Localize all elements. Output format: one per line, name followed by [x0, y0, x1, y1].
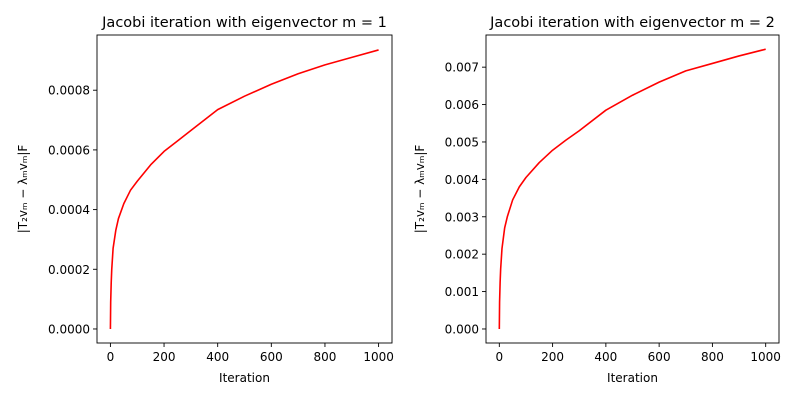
y-tick-label: 0.002 [445, 248, 479, 262]
y-tick-label: 0.000 [445, 322, 479, 336]
y-tick-label: 0.0008 [48, 84, 90, 98]
x-tick-label: 600 [648, 350, 671, 364]
x-tick-label: 400 [206, 350, 229, 364]
chart-title: Jacobi iteration with eigenvector m = 2 [489, 15, 775, 31]
y-tick-label: 0.0000 [48, 322, 90, 336]
y-axis-label: |T₂vₘ − λₘvₘ|F [413, 145, 427, 234]
plot-frame [96, 34, 393, 344]
series-line-1 [498, 48, 766, 329]
x-tick-label: 600 [260, 350, 283, 364]
y-axis-label: |T₂vₘ − λₘvₘ|F [16, 145, 30, 234]
y-tick-label: 0.004 [445, 173, 479, 187]
chart-panel-m1: 0 200 400 600 800 1000 0.0000 0.0002 0.0004 0.000… [16, 15, 394, 385]
x-tick-label: 0 [495, 350, 503, 364]
series-line-1 [109, 49, 379, 329]
x-tick-label: 400 [594, 350, 617, 364]
x-tick-label: 800 [701, 350, 724, 364]
x-tick-label: 800 [314, 350, 337, 364]
y-tick-label: 0.007 [445, 61, 479, 75]
x-tick-label: 200 [541, 350, 564, 364]
y-tick-label: 0.0006 [48, 143, 90, 157]
y-tick-label: 0.0004 [48, 203, 90, 217]
x-axis-label: Iteration [607, 371, 658, 385]
plot-frame [485, 34, 780, 344]
y-tick-label: 0.0002 [48, 263, 90, 277]
x-tick-label: 200 [153, 350, 176, 364]
chart-panel-m2: 0 200 400 600 800 1000 0.000 0.001 0.002 0.003 0.0… [413, 15, 781, 385]
x-tick-label: 1000 [750, 350, 781, 364]
x-tick-label: 1000 [363, 350, 394, 364]
x-axis-label: Iteration [219, 371, 270, 385]
y-tick-label: 0.006 [445, 98, 479, 112]
x-tick-label: 0 [107, 350, 115, 364]
y-tick-label: 0.001 [445, 285, 479, 299]
y-tick-label: 0.005 [445, 135, 479, 149]
chart-title: Jacobi iteration with eigenvector m = 1 [101, 15, 387, 31]
y-tick-label: 0.003 [445, 210, 479, 224]
